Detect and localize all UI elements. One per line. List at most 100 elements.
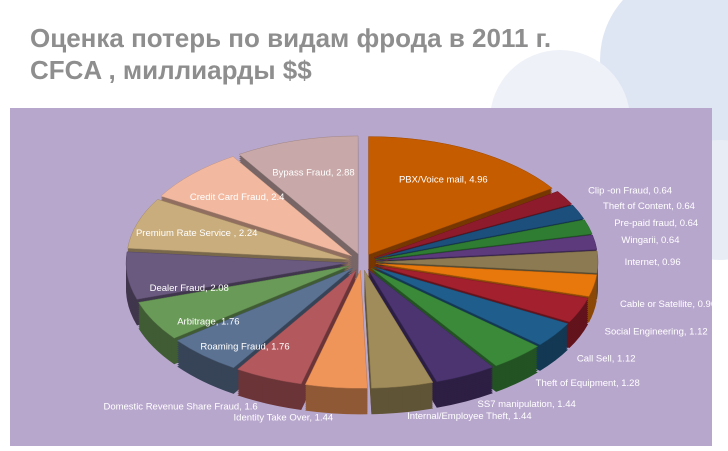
label-separator: , bbox=[331, 167, 336, 178]
label-value: 2.4 bbox=[271, 192, 284, 203]
label-separator: , bbox=[612, 353, 617, 364]
label-separator: , bbox=[266, 192, 271, 203]
label-value: 0.64 bbox=[680, 217, 699, 228]
data-label: Cable or Satellite, 0.96 bbox=[620, 298, 716, 309]
data-label: Premium Rate Service , 2.24 bbox=[136, 228, 257, 239]
slice bbox=[375, 219, 593, 260]
label-separator: , bbox=[648, 185, 653, 196]
label-separator: , bbox=[205, 282, 210, 293]
data-label: Pre-paid fraud, 0.64 bbox=[614, 217, 698, 228]
slice bbox=[375, 234, 598, 261]
data-label: Theft of Content, 0.64 bbox=[603, 201, 695, 212]
data-label: Theft of Equipment, 1.28 bbox=[536, 378, 640, 389]
slice bbox=[236, 269, 357, 385]
label-separator: , bbox=[671, 201, 676, 212]
label-category: Bypass Fraud bbox=[272, 167, 331, 178]
label-category: Identity Take Over bbox=[234, 412, 310, 423]
data-label: PBX/Voice mail, 4.96 bbox=[399, 174, 488, 185]
label-category: Theft of Content bbox=[603, 201, 671, 212]
slice bbox=[374, 204, 585, 259]
label-category: Cable or Satellite bbox=[620, 298, 692, 309]
label-separator: , bbox=[234, 228, 239, 239]
data-label: Internal/Employee Theft, 1.44 bbox=[407, 411, 531, 422]
slice bbox=[375, 263, 598, 297]
label-category: Pre-paid fraud bbox=[614, 217, 674, 228]
slice bbox=[368, 136, 553, 255]
label-category: Roaming Fraud bbox=[200, 341, 265, 352]
label-category: Dealer Fraud bbox=[150, 282, 205, 293]
label-value: 1.6 bbox=[244, 401, 257, 412]
label-value: 1.76 bbox=[271, 341, 290, 352]
data-label: Wingarii, 0.64 bbox=[621, 235, 679, 246]
label-value: 0.96 bbox=[662, 257, 681, 268]
label-value: 0.64 bbox=[661, 235, 680, 246]
slice bbox=[160, 156, 353, 257]
slice bbox=[304, 269, 368, 389]
slice bbox=[367, 269, 494, 383]
label-value: 1.44 bbox=[557, 398, 576, 409]
label-separator: , bbox=[657, 257, 662, 268]
label-value: 0.96 bbox=[698, 298, 717, 309]
label-value: 1.76 bbox=[221, 316, 240, 327]
slice bbox=[373, 191, 573, 258]
slice bbox=[125, 251, 349, 300]
label-separator: , bbox=[616, 378, 621, 389]
label-separator: , bbox=[216, 316, 221, 327]
label-separator: , bbox=[692, 298, 697, 309]
slice bbox=[176, 267, 353, 369]
label-separator: , bbox=[309, 412, 314, 423]
label-category: Arbitrage bbox=[177, 316, 216, 327]
data-label: Arbitrage, 1.76 bbox=[177, 316, 239, 327]
data-label: SS7 manipulation, 1.44 bbox=[478, 398, 576, 409]
label-separator: , bbox=[508, 411, 513, 422]
label-category: Social Engineering bbox=[605, 326, 684, 337]
label-separator: , bbox=[239, 401, 244, 412]
label-value: 1.12 bbox=[617, 353, 636, 364]
label-value: 0.64 bbox=[676, 201, 695, 212]
label-category: Call Sell bbox=[577, 353, 612, 364]
label-category: Clip -on Fraud bbox=[588, 185, 648, 196]
label-category: Wingarii bbox=[621, 235, 655, 246]
label-value: 2.88 bbox=[336, 167, 355, 178]
slice bbox=[138, 265, 350, 339]
label-category: SS7 manipulation bbox=[478, 398, 552, 409]
label-value: 2.08 bbox=[210, 282, 229, 293]
chart-title: Оценка потерь по видам фрода в 2011 г. C… bbox=[30, 23, 552, 85]
label-category: Credit Card Fraud bbox=[190, 192, 266, 203]
label-value: 4.96 bbox=[469, 174, 488, 185]
label-separator: , bbox=[656, 235, 661, 246]
label-category: Domestic Revenue Share Fraud bbox=[103, 401, 239, 412]
label-separator: , bbox=[674, 217, 679, 228]
label-value: 1.44 bbox=[513, 411, 532, 422]
slice bbox=[373, 266, 569, 346]
data-label: Dealer Fraud, 2.08 bbox=[150, 282, 229, 293]
data-label: Identity Take Over, 1.44 bbox=[234, 412, 334, 423]
label-category: Premium Rate Service bbox=[136, 228, 234, 239]
data-label: Credit Card Fraud, 2.4 bbox=[190, 192, 285, 203]
data-label: Domestic Revenue Share Fraud, 1.6 bbox=[103, 401, 257, 412]
label-separator: , bbox=[552, 398, 557, 409]
data-label: Call Sell, 1.12 bbox=[577, 353, 636, 364]
label-category: PBX/Voice mail bbox=[399, 174, 464, 185]
slice bbox=[375, 250, 599, 274]
label-category: Theft of Equipment bbox=[536, 378, 617, 389]
data-label: Clip -on Fraud, 0.64 bbox=[588, 185, 672, 196]
slice bbox=[238, 135, 359, 255]
label-separator: , bbox=[464, 174, 469, 185]
label-category: Internet bbox=[625, 257, 658, 268]
data-label: Social Engineering, 1.12 bbox=[605, 326, 708, 337]
label-separator: , bbox=[266, 341, 271, 352]
label-value: 0.64 bbox=[654, 185, 673, 196]
label-value: 1.28 bbox=[621, 378, 640, 389]
label-separator: , bbox=[684, 326, 689, 337]
slice bbox=[371, 268, 539, 367]
data-label: Bypass Fraud, 2.88 bbox=[272, 167, 354, 178]
slice bbox=[127, 199, 349, 260]
label-value: 1.44 bbox=[315, 412, 334, 423]
label-value: 1.12 bbox=[689, 326, 708, 337]
slice bbox=[374, 264, 589, 323]
label-category: Internal/Employee Theft bbox=[407, 411, 508, 422]
slice bbox=[364, 270, 434, 389]
